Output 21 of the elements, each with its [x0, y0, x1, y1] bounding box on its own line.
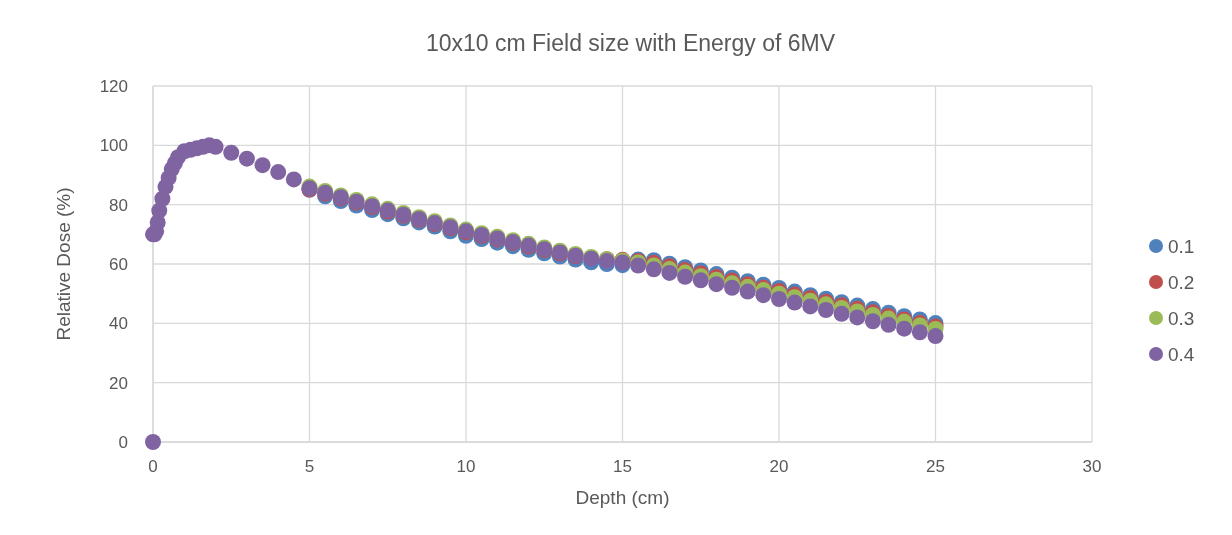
y-tick-label: 40 — [109, 314, 128, 334]
x-tick-label: 25 — [926, 457, 945, 476]
legend-label: 0.2 — [1168, 272, 1195, 293]
y-tick-label: 120 — [99, 77, 128, 96]
y-tick-label: 0 — [118, 433, 128, 452]
y-tick-label: 60 — [109, 255, 128, 274]
x-tick-label: 15 — [613, 457, 632, 476]
chart-title: 10x10 cm Field size with Energy of 6MV — [425, 30, 836, 56]
x-axis-title: Depth (cm) — [575, 487, 670, 508]
y-tick-label: 20 — [109, 373, 128, 393]
x-tick-label: 5 — [304, 457, 315, 476]
x-tick-label: 30 — [1082, 457, 1102, 476]
y-tick-label: 100 — [99, 136, 128, 156]
x-tick-label: 0 — [148, 457, 158, 476]
x-tick-label: 10 — [456, 457, 476, 476]
legend-label: 0.4 — [1168, 344, 1195, 365]
legend-label: 0.3 — [1168, 308, 1195, 329]
y-tick-label: 80 — [109, 195, 128, 215]
x-tick-label: 20 — [769, 457, 789, 476]
legend-label: 0.1 — [1168, 236, 1195, 257]
y-axis-title: Relative Dose (%) — [53, 187, 74, 341]
